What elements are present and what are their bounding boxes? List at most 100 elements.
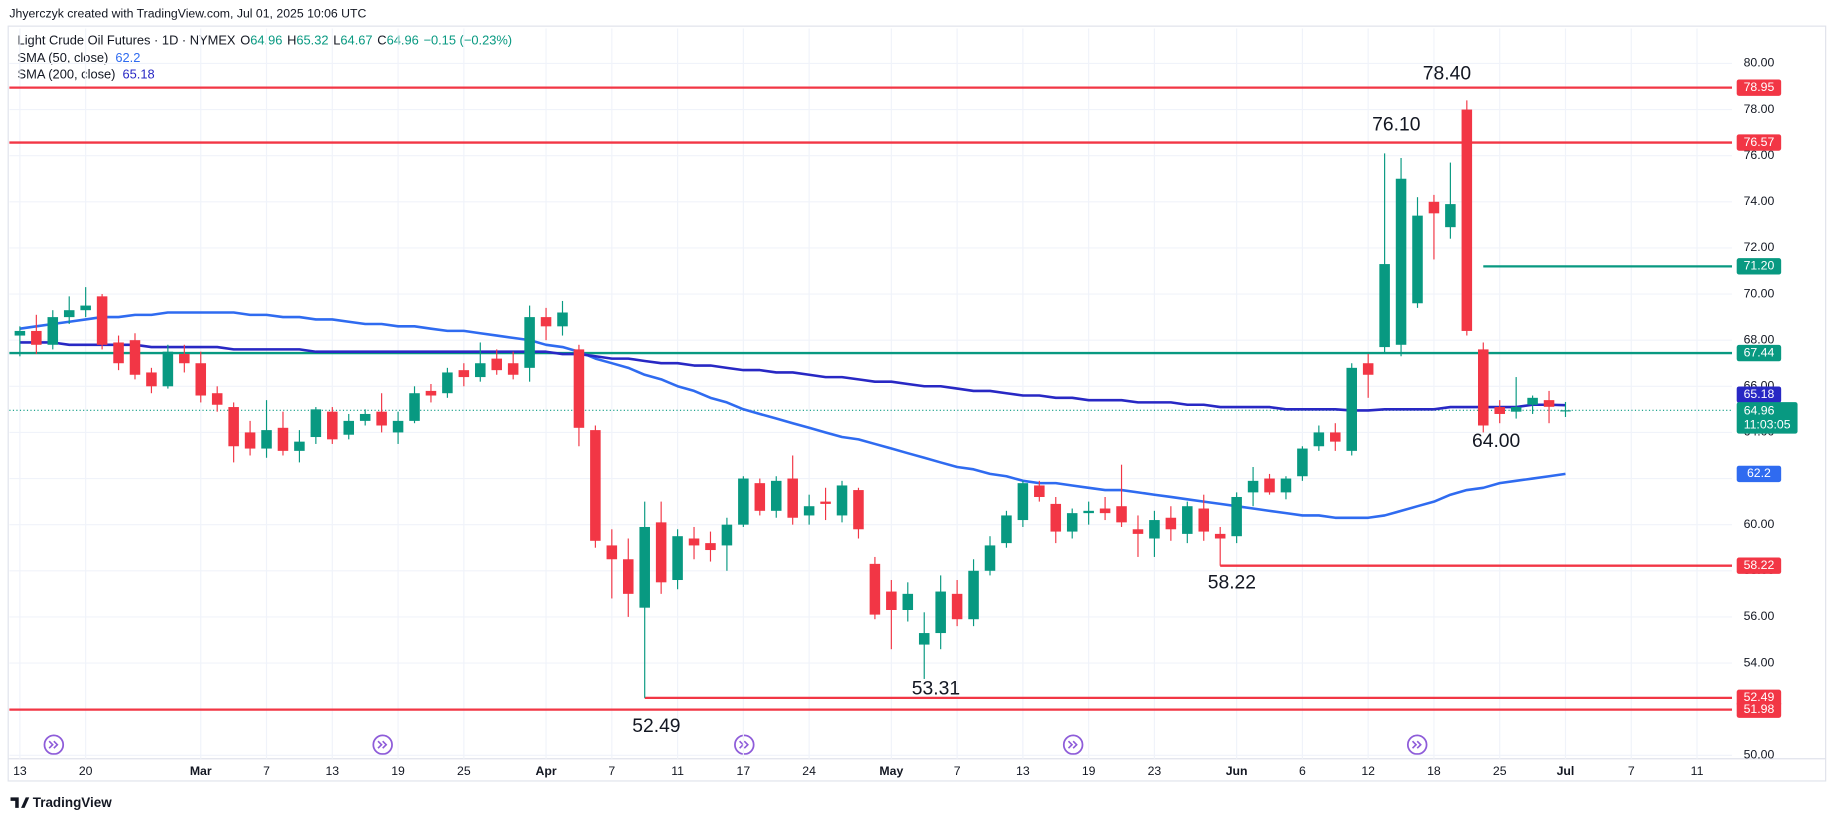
levels [9,86,1733,711]
candle-body [1099,508,1111,514]
x-tick-label: Mar [190,764,212,778]
candle-body [310,409,322,438]
x-tick-label: 13 [1016,764,1030,778]
frame [7,25,1827,782]
candle-body [1001,515,1012,544]
candle-body [1116,506,1127,523]
candle-body [738,478,749,525]
candle-body [1412,215,1423,304]
x-tick-label: 13 [325,764,339,778]
candle-body [1543,400,1555,407]
y-tick-label: 80.00 [1744,56,1775,70]
indicator-lines [19,311,1566,520]
y-tick-label: 74.00 [1744,194,1775,208]
candle-body [1461,109,1473,331]
event-icons [43,734,1428,755]
candle-body [211,393,223,405]
ohlc-key: H [287,33,296,48]
candle-body [1247,480,1259,493]
candle-body [1445,204,1456,228]
y-tick-label: 78.00 [1744,102,1775,116]
candle-body [606,545,618,560]
candle-body [1165,517,1177,530]
level-label-box [1736,79,1782,96]
x-tick-label: 11 [671,764,684,778]
x-tick-label: 25 [457,764,471,778]
sma-line [19,341,1566,412]
candle-body [1214,533,1226,539]
x-tick-label: 17 [737,764,751,778]
candle-body [491,358,502,371]
x-tick-label: 7 [1628,764,1635,778]
ohlc-value: 65.32 [296,33,328,48]
candle-body [886,591,897,610]
level-label-text: 71.20 [1744,259,1775,273]
footer-brand: TradingView [33,795,112,810]
candle-body [1510,407,1522,412]
level-label-box [1736,344,1782,362]
sma-label-box [1736,386,1782,403]
event-icon[interactable] [734,734,755,755]
x-tick-label: Apr [535,764,556,778]
candle-body [1231,496,1242,537]
candle-body [803,506,815,516]
candle-body [1280,478,1292,493]
candle-body [1297,448,1308,477]
candle-body [96,296,108,345]
candle-body [146,372,157,387]
candle-body [409,393,420,421]
x-tick-label: 6 [1299,764,1306,778]
level-label-text: 67.44 [1744,345,1775,359]
candle-body [918,633,930,645]
countdown-text: 11:03:05 [1744,418,1791,432]
candle-body [228,407,239,447]
candle-body [557,312,568,327]
event-icon[interactable] [1062,734,1084,755]
candle-body [1527,397,1538,405]
candle-body [1346,367,1357,451]
candle-body [622,559,634,594]
level-label-box [1736,557,1782,574]
x-tick-label: 7 [608,764,615,778]
candle-body [179,354,190,364]
candle-body [1428,201,1440,214]
ohlc-legend: Light Crude Oil Futures · 1D · NYMEX O 64.… [18,33,513,48]
ohlc-key: C [377,33,386,48]
x-tick-label: 12 [1361,764,1375,778]
candle-body [327,411,338,440]
event-icon[interactable] [372,734,393,755]
x-tick-label: 20 [79,764,93,778]
candle-body [688,538,700,546]
candle-body [1362,363,1374,375]
candle-body [1264,478,1275,493]
candle-body [573,349,585,428]
level-label-text: 58.22 [1744,558,1775,572]
candle-body [1330,432,1341,442]
candle-body [1395,178,1407,345]
legend-name: SMA (200, close) [18,67,116,82]
candle-body [1066,513,1078,532]
candle-body [902,593,914,610]
ohlc-key: L [333,33,340,48]
candle-body [787,478,798,518]
x-tick-label: Jun [1226,764,1248,778]
price-annotation: 64.00 [1472,431,1520,452]
event-icon[interactable] [1406,734,1428,755]
candle-body [935,591,946,634]
candle-body [442,372,453,394]
candle-body [343,420,355,435]
candle-body [672,536,683,581]
candle-body [1132,529,1144,534]
credit: Jhyerczyk created with TradingView.com, … [9,7,366,21]
ohlc-key: O [240,33,250,48]
candle-body [277,427,289,451]
last-price-box [1736,402,1798,434]
level-label-box [1736,134,1782,151]
event-icon[interactable] [43,734,65,755]
legend-entry: SMA (200, close) 65.18 [18,67,155,82]
candle-body [984,545,996,571]
candle-body [1560,410,1571,412]
candle-body [1182,506,1193,534]
candle-body [1478,349,1489,426]
